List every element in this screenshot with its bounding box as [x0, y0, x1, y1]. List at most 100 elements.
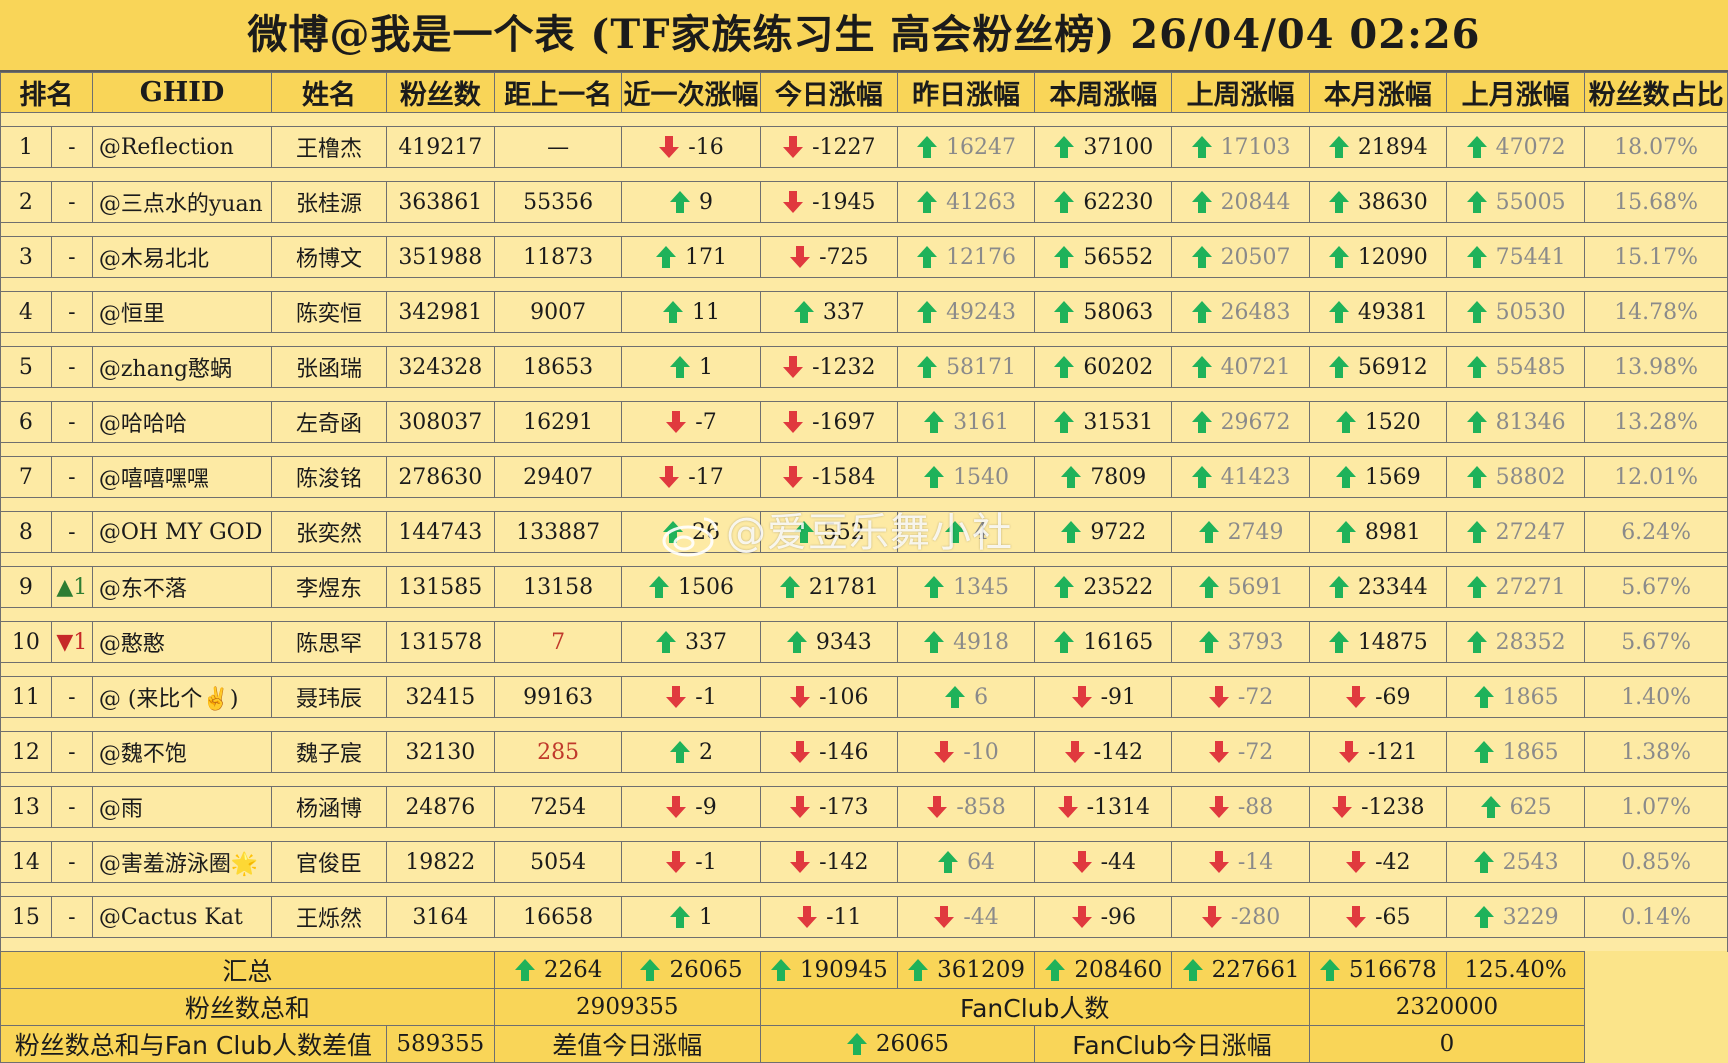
up-arrow-icon [1053, 300, 1075, 324]
rank-cell: 5 [0, 346, 52, 388]
month-change-cell: 14875 [1308, 621, 1447, 663]
up-arrow-icon [1473, 740, 1495, 764]
month-change-cell: -121 [1308, 731, 1447, 773]
down-arrow-icon [665, 795, 687, 819]
last-month-change-cell: 81346 [1445, 401, 1586, 443]
up-arrow-icon [514, 958, 536, 982]
up-arrow-icon [944, 520, 966, 544]
row-spacer-cell [0, 552, 1728, 567]
month-change-cell: 56912 [1308, 346, 1447, 388]
today-change-cell: -725 [759, 236, 898, 278]
table-row: 10 ▼1 @憨憨 陈思罕 131578 7 337 9343 4918 16165 3793 148… [0, 621, 1728, 663]
today-change-cell: -11 [759, 896, 898, 938]
up-arrow-icon [793, 300, 815, 324]
up-arrow-icon [770, 958, 792, 982]
summary-recent-change: 2264 [493, 951, 623, 989]
up-arrow-icon [1466, 135, 1488, 159]
recent-change-cell: 26 [621, 511, 761, 553]
down-arrow-icon [658, 465, 680, 489]
up-arrow-icon [1335, 465, 1357, 489]
row-spacer [0, 442, 1728, 457]
gap-cell: 55356 [493, 181, 623, 223]
last-month-change-cell: 3229 [1445, 896, 1586, 938]
week-change-cell: -1314 [1034, 786, 1173, 828]
last-week-change-cell: -72 [1171, 676, 1310, 718]
name-cell: 聂玮辰 [271, 676, 387, 718]
down-arrow-icon [782, 355, 804, 379]
up-arrow-icon [1182, 958, 1204, 982]
fanclub-label: FanClub人数 [759, 988, 1310, 1026]
today-change-cell: -1584 [759, 456, 898, 498]
up-arrow-icon [1060, 465, 1082, 489]
up-arrow-icon [1191, 465, 1213, 489]
last-month-change-cell: 1865 [1445, 676, 1586, 718]
down-arrow-icon [1201, 905, 1223, 929]
up-arrow-icon [923, 630, 945, 654]
week-change-cell: -44 [1034, 841, 1173, 883]
col-header-rank: 排名 [0, 72, 93, 113]
up-arrow-icon [923, 575, 945, 599]
down-arrow-icon [1057, 795, 1079, 819]
name-cell: 杨博文 [271, 236, 387, 278]
row-spacer [0, 387, 1728, 402]
last-month-change-cell: 2543 [1445, 841, 1586, 883]
rank-cell: 4 [0, 291, 52, 333]
month-change-cell: 49381 [1308, 291, 1447, 333]
today-change-cell: -146 [759, 731, 898, 773]
last-week-change-cell: -14 [1171, 841, 1310, 883]
last-week-change-cell: 20844 [1171, 181, 1310, 223]
rank-cell: 6 [0, 401, 52, 443]
fan-share-cell: 12.01% [1584, 456, 1728, 498]
last-month-change-cell: 47072 [1445, 126, 1586, 168]
fans-cell: 278630 [385, 456, 495, 498]
up-arrow-icon [669, 740, 691, 764]
up-arrow-icon [662, 520, 684, 544]
up-arrow-icon [1466, 190, 1488, 214]
row-spacer [0, 607, 1728, 622]
row-spacer-cell [0, 497, 1728, 512]
week-change-cell: 58063 [1034, 291, 1173, 333]
month-change-cell: 12090 [1308, 236, 1447, 278]
up-arrow-icon [655, 630, 677, 654]
fan-ranking-table: 排名 GHID 姓名 粉丝数 距上一名 近一次涨幅 今日涨幅 昨日涨幅 本周涨幅… [0, 72, 1728, 1063]
col-header-last-week-change: 上周涨幅 [1171, 72, 1310, 113]
down-arrow-icon [789, 685, 811, 709]
today-change-cell: 21781 [759, 566, 898, 608]
last-month-change-cell: 1865 [1445, 731, 1586, 773]
row-spacer-cell [0, 827, 1728, 842]
name-cell: 王橹杰 [271, 126, 387, 168]
row-spacer [0, 882, 1728, 897]
ghid-cell: @嘻嘻嘿嘿 [91, 456, 273, 498]
recent-change-cell: 11 [621, 291, 761, 333]
down-arrow-icon [1071, 850, 1093, 874]
down-arrow-icon [1208, 740, 1230, 764]
gap-cell: 285 [493, 731, 623, 773]
table-row: 15- @Cactus Kat 王烁然 3164 16658 1 -11 -44 -96 -280… [0, 896, 1728, 938]
col-header-last-month-change: 上月涨幅 [1445, 72, 1586, 113]
month-change-cell: 1569 [1308, 456, 1447, 498]
yesterday-change-cell: 49243 [896, 291, 1036, 333]
yesterday-change-cell: 64 [896, 841, 1036, 883]
diff-label: 粉丝数总和与Fan Club人数差值 [0, 1025, 387, 1063]
table-row: 3- @木易北北 杨博文 351988 11873 171 -725 12176 56552 20… [0, 236, 1728, 278]
last-week-change-cell: 5691 [1171, 566, 1310, 608]
diff-today-label: 差值今日涨幅 [493, 1025, 761, 1063]
gap-cell: 7 [493, 621, 623, 663]
down-arrow-icon [933, 740, 955, 764]
ghid-cell: @木易北北 [91, 236, 273, 278]
last-month-change-cell: 27247 [1445, 511, 1586, 553]
recent-change-cell: -1 [621, 841, 761, 883]
down-arrow-icon [796, 905, 818, 929]
last-month-change-cell: 27271 [1445, 566, 1586, 608]
fan-share-cell: 5.67% [1584, 621, 1728, 663]
yesterday-change-cell: -858 [896, 786, 1036, 828]
last-month-change-cell: 75441 [1445, 236, 1586, 278]
up-arrow-icon [1198, 575, 1220, 599]
down-arrow-icon [782, 410, 804, 434]
up-arrow-icon [923, 465, 945, 489]
fans-total-row: 粉丝数总和 2909355 FanClub人数 2320000 [0, 988, 1728, 1026]
summary-last-month-change: 516678 [1308, 951, 1447, 989]
fans-cell: 342981 [385, 291, 495, 333]
rank-change-cell: ▲1 [50, 566, 93, 608]
fans-cell: 131585 [385, 566, 495, 608]
